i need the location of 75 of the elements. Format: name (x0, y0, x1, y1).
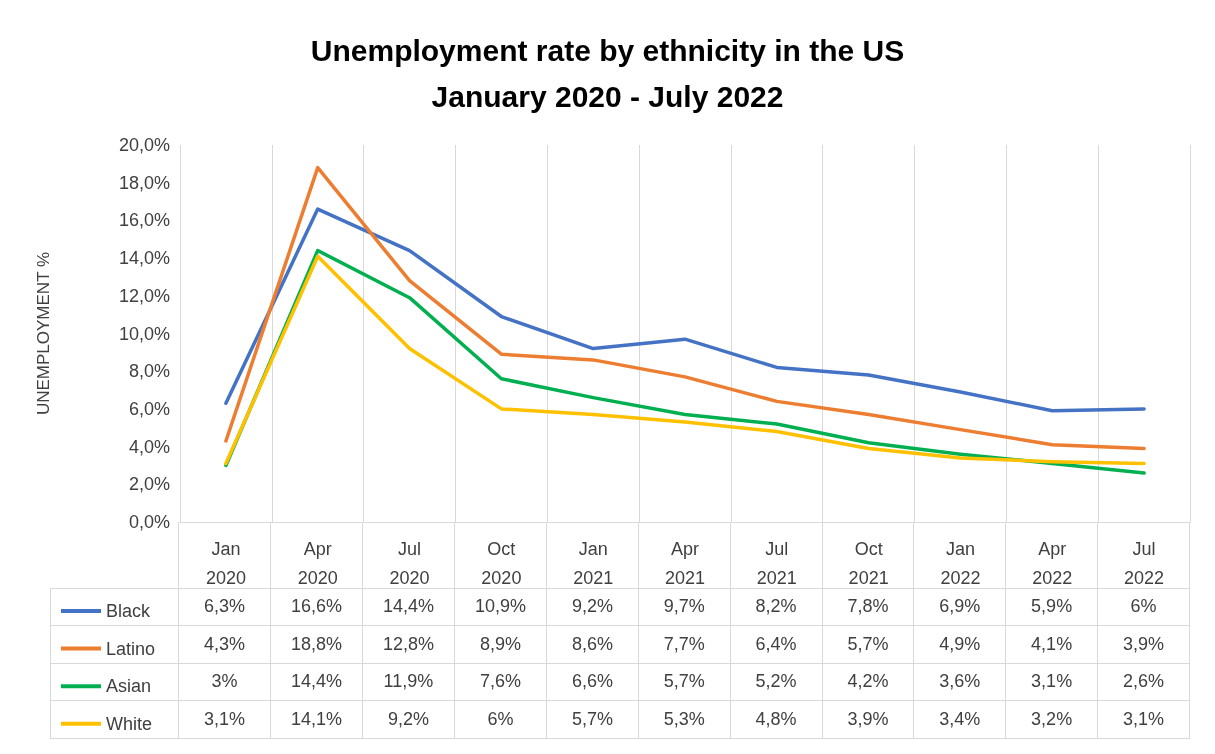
line-series (224, 165, 1146, 451)
data-label: 5,3% (638, 700, 731, 739)
data-label: 3,9% (822, 700, 914, 739)
data-label: 4,2% (822, 663, 914, 701)
x-tick-label: Apr 2022 (1032, 538, 1073, 588)
data-label: 14,4% (270, 663, 363, 701)
y-tick-label: 2,0% (128, 474, 170, 495)
x-tick-label: Jul 2021 (756, 538, 797, 588)
legend-label: Asian (106, 676, 152, 697)
data-label: 11,9% (362, 663, 455, 701)
data-label: 7,7% (638, 625, 731, 664)
data-label: 8,2% (730, 588, 823, 626)
x-tick-label: Jan 2020 (205, 538, 246, 588)
x-tick-label: Apr 2021 (664, 538, 706, 588)
x-tick-label: Jan 2022 (940, 538, 981, 588)
data-label: 5,7% (638, 663, 731, 701)
data-label: 3% (178, 663, 271, 701)
x-tick-label: Jul 2022 (1124, 538, 1165, 588)
data-label: 18,8% (270, 625, 363, 664)
y-tick-label: 8,0% (128, 361, 170, 382)
data-label: 7,6% (454, 663, 547, 701)
legend-label: Latino (106, 638, 156, 659)
data-label: 5,2% (730, 663, 823, 701)
data-label: 3,4% (913, 700, 1006, 739)
data-label: 12,8% (362, 625, 455, 664)
data-label: 8,9% (454, 625, 547, 664)
data-label: 5,7% (546, 700, 639, 739)
data-label: 6% (454, 700, 547, 739)
y-tick-label: 12,0% (118, 285, 170, 306)
y-tick-label: 20,0% (118, 135, 170, 155)
data-label: 16,6% (270, 588, 363, 626)
data-label: 6% (1097, 588, 1190, 626)
data-label: 6,9% (913, 588, 1006, 626)
data-label: 6,6% (546, 663, 639, 701)
data-label: 7,8% (822, 588, 914, 626)
data-label: 3,2% (1005, 700, 1098, 739)
data-label: 3,1% (1097, 700, 1190, 739)
data-label: 4,8% (730, 700, 823, 739)
y-tick-label: 4,0% (128, 436, 170, 457)
y-axis-title: UNEMPLOYMENT % (34, 251, 53, 416)
x-tick-label: Oct 2020 (481, 538, 522, 588)
y-tick-label: 18,0% (118, 172, 170, 193)
data-label: 6,3% (178, 588, 271, 626)
data-label: 10,9% (454, 588, 547, 626)
data-label: 14,4% (362, 588, 455, 626)
data-label: 14,1% (270, 700, 363, 739)
data-label: 3,1% (1005, 663, 1098, 701)
legend-label: White (106, 713, 153, 734)
y-tick-label: 0,0% (128, 512, 170, 532)
data-label: 3,6% (913, 663, 1006, 701)
chart-title: Unemployment rate by ethnicity in the US (310, 33, 905, 67)
x-tick-label: Jul 2020 (389, 538, 430, 588)
data-label: 4,1% (1005, 625, 1098, 664)
y-tick-label: 10,0% (118, 323, 170, 344)
data-label: 3,1% (178, 700, 271, 739)
data-label: 5,7% (822, 625, 914, 664)
y-tick-label: 6,0% (128, 398, 170, 419)
data-label: 6,4% (730, 625, 823, 664)
data-label: 4,9% (913, 625, 1006, 664)
data-label: 9,2% (546, 588, 639, 626)
data-label: 2,6% (1097, 663, 1190, 701)
data-label: 3,9% (1097, 625, 1190, 664)
x-tick-label: Jan 2021 (573, 538, 614, 588)
data-label: 9,2% (362, 700, 455, 739)
y-tick-label: 14,0% (118, 248, 170, 269)
legend-label: Black (106, 601, 152, 621)
y-tick-label: 16,0% (118, 210, 170, 231)
data-label: 8,6% (546, 625, 639, 664)
data-label: 9,7% (638, 588, 731, 626)
data-label: 4,3% (178, 625, 271, 664)
chart-subtitle: January 2020 - July 2022 (431, 79, 784, 113)
x-tick-label: Apr 2020 (297, 538, 338, 588)
x-tick-label: Oct 2021 (848, 538, 889, 588)
data-label: 5,9% (1005, 588, 1098, 626)
line-series (224, 207, 1146, 413)
